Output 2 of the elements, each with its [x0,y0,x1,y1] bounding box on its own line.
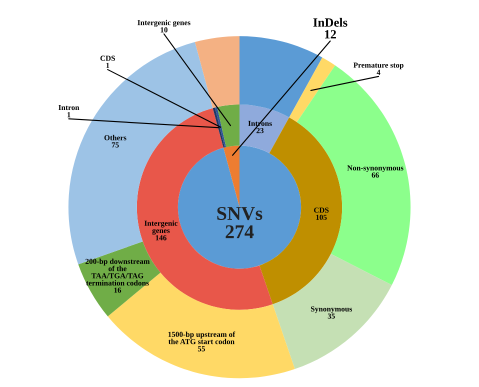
data-label: InDels 12 [313,18,348,38]
data-label: SNVs 274 [217,206,262,238]
